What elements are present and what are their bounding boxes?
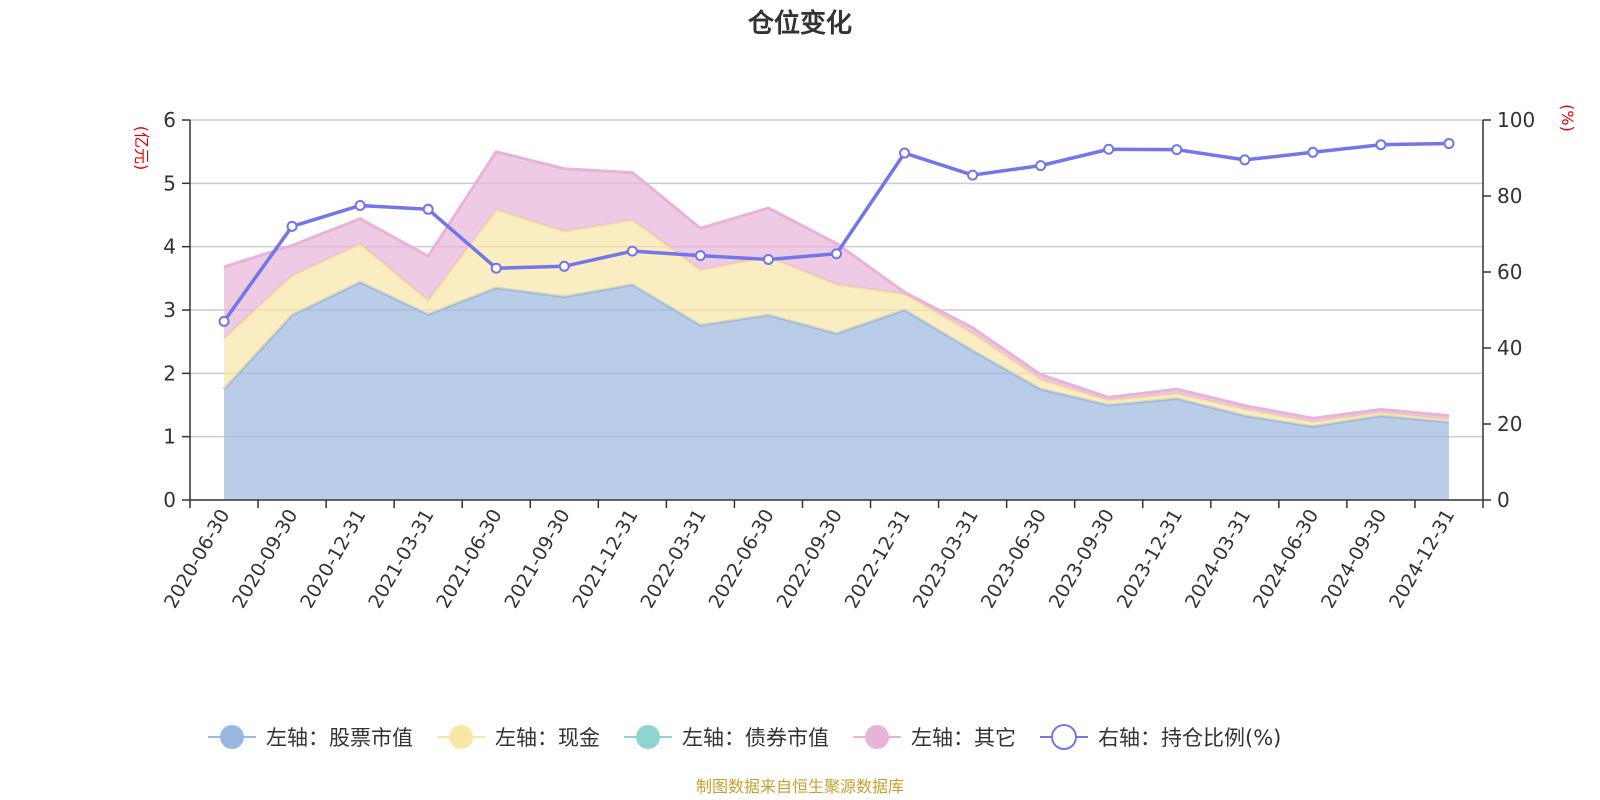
left-axis-tick-label: 2 xyxy=(163,361,176,385)
x-axis-tick-label: 2021-06-30 xyxy=(432,505,506,612)
legend: 左轴：股票市值 左轴：现金 左轴：债券市值 左轴：其它 右轴：持仓比例(%) xyxy=(208,724,1281,750)
ratio-point xyxy=(422,203,434,215)
x-axis-tick-label: 2023-09-30 xyxy=(1045,506,1119,613)
area-edge-左轴：其它 xyxy=(223,149,1450,420)
left-axis-tick-label: 4 xyxy=(163,235,176,259)
x-axis-tick-label: 2024-12-31 xyxy=(1385,506,1459,613)
ratio-point xyxy=(490,262,502,274)
right-axis-tick-label: 20 xyxy=(1497,412,1522,436)
x-axis-tick-label: 2020-12-31 xyxy=(296,506,370,613)
ratio-point xyxy=(1239,154,1251,166)
legend-label: 左轴：股票市值 xyxy=(266,726,413,750)
legend-marker xyxy=(636,725,660,749)
ratio-point xyxy=(831,248,842,260)
area-左轴：现金 xyxy=(224,209,1449,427)
legend-marker xyxy=(865,725,889,749)
right-axis-tick-label: 40 xyxy=(1497,336,1522,360)
legend-marker xyxy=(1051,724,1077,750)
x-axis-tick-label: 2022-12-31 xyxy=(841,506,915,613)
left-axis-tick-label: 5 xyxy=(163,171,176,195)
x-axis-tick-label: 2022-03-31 xyxy=(636,506,710,613)
ratio-point xyxy=(626,245,638,257)
ratio-point xyxy=(694,250,706,262)
ratio-point xyxy=(354,200,366,211)
x-axis-tick-label: 2021-09-30 xyxy=(500,506,574,613)
x-axis-tick-label: 2021-03-31 xyxy=(364,506,438,613)
x-axis-tick-label: 2023-06-30 xyxy=(977,506,1051,613)
right-axis-unit: (%) xyxy=(1558,104,1577,132)
ratio-point xyxy=(218,315,230,327)
chart-title: 仓位变化 xyxy=(747,8,852,39)
x-axis-tick-label: 2024-03-31 xyxy=(1181,506,1255,613)
x-axis-tick-label: 2022-09-30 xyxy=(773,506,847,613)
legend-marker xyxy=(449,725,473,749)
ratio-point xyxy=(1443,138,1455,150)
right-axis-tick-label: 100 xyxy=(1497,108,1535,132)
area-左轴：股票市值 xyxy=(224,282,1449,500)
left-axis-tick-label: 1 xyxy=(163,425,176,449)
x-axis-tick-label: 2020-06-30 xyxy=(160,506,234,613)
left-axis-tick-label: 3 xyxy=(163,298,176,322)
ratio-point xyxy=(1035,160,1047,172)
left-axis-unit: (亿元) xyxy=(132,126,151,171)
x-axis-tick-label: 2023-03-31 xyxy=(909,505,983,612)
x-axis-tick-label: 2022-06-30 xyxy=(705,506,779,613)
left-axis-tick-label: 6 xyxy=(163,108,176,132)
holding-ratio-line xyxy=(218,138,1455,327)
right-axis-tick-label: 60 xyxy=(1497,260,1522,284)
legend-label: 左轴：其它 xyxy=(911,726,1016,750)
source-note: 制图数据来自恒生聚源数据库 xyxy=(696,777,904,796)
ratio-point xyxy=(1375,139,1387,151)
legend-label: 右轴：持仓比例(%) xyxy=(1098,726,1281,750)
ratio-point xyxy=(967,169,979,181)
legend-label: 左轴：现金 xyxy=(495,726,600,750)
ratio-point xyxy=(1307,146,1319,158)
ratio-point xyxy=(1171,144,1183,156)
x-axis-tick-label: 2020-09-30 xyxy=(228,506,302,613)
ratio-point xyxy=(558,260,570,272)
ratio-point xyxy=(1103,143,1115,155)
stacked-areas xyxy=(222,149,1450,500)
x-axis-tick-label: 2021-12-31 xyxy=(568,506,642,613)
right-axis-tick-label: 80 xyxy=(1497,184,1522,208)
ratio-point xyxy=(762,253,774,265)
ratio-point xyxy=(899,147,911,159)
right-axis-tick-label: 0 xyxy=(1497,488,1510,512)
area-左轴：其它 xyxy=(224,151,1449,423)
legend-label: 左轴：债券市值 xyxy=(682,726,829,750)
x-axis-tick-label: 2024-06-30 xyxy=(1249,506,1323,613)
ratio-point xyxy=(286,220,298,232)
legend-marker xyxy=(220,725,244,749)
x-axis-tick-label: 2023-12-31 xyxy=(1113,506,1187,613)
x-axis-tick-label: 2024-09-30 xyxy=(1317,506,1391,613)
left-axis-tick-label: 0 xyxy=(163,488,176,512)
